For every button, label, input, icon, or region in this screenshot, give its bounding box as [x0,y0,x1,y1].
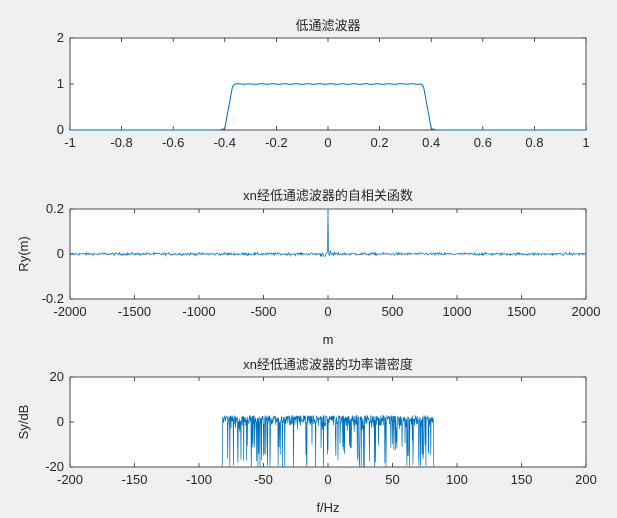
plot-2-ytick-label: -0.2 [42,291,64,306]
plot-2-xtick-label: -500 [250,304,276,319]
plot-1-xtick-label: -0.8 [110,135,132,150]
plot-2-xtick-label: 1000 [443,304,472,319]
plot-1-xtick-label: 0.6 [474,135,492,150]
plot-3-xtick-label: 100 [446,472,468,487]
plot-3-xlabel: f/Hz [316,500,339,515]
plot-autocorrelation: xn经低通滤波器的自相关函数 m Ry(m) -2000 -1500 -1000 -5… [16,188,600,347]
plot-1-xtick-label: 1 [582,135,589,150]
plot-1-xtick-label: 0.4 [422,135,440,150]
plot-2-xlabel: m [323,332,334,347]
plot-1-xtick-label: 0.2 [371,135,389,150]
plot-2-ytick-label: 0 [57,246,64,261]
plot-3-xtick-label: 200 [575,472,597,487]
plot-2-xtick-label: -1500 [118,304,151,319]
plot-3-ytick-label: -20 [45,459,64,474]
plot-3-series-line [221,414,435,468]
plot-2-ytick-label: 0.2 [46,201,64,216]
plot-3-xtick-label: 50 [385,472,399,487]
plot-1-ytick-label: 2 [57,30,64,45]
plot-3-ylabel: Sy/dB [16,405,31,440]
plot-1-title: 低通滤波器 [295,18,360,33]
plot-2-xtick-label: 1500 [507,304,536,319]
plot-2-xtick-label: -1000 [182,304,215,319]
plot-3-xtick-label: 150 [511,472,533,487]
plot-3-xtick-label: -50 [254,472,273,487]
plot-1-xtick-label: -1 [64,135,76,150]
plot-2-ylabel: Ry(m) [16,236,31,271]
plot-1-xtick-label: 0 [324,135,331,150]
plot-3-xtick-label: -150 [121,472,147,487]
plot-3-title: xn经低通滤波器的功率谱密度 [243,357,413,372]
plot-2-xtick-label: -2000 [53,304,86,319]
plot-1-xtick-label: -0.6 [162,135,184,150]
plot-1-series-line [70,83,586,131]
plot-3-xtick-label: -200 [57,472,83,487]
plot-2-xtick-label: 500 [382,304,404,319]
plot-2-xtick-label: 2000 [572,304,601,319]
plot-3-xtick-label: 0 [324,472,331,487]
plot-2-series-line [69,208,587,258]
plot-1-ytick-label: 1 [57,76,64,91]
plot-2-title: xn经低通滤波器的自相关函数 [243,188,413,203]
plot-power-spectral-density: xn经低通滤波器的功率谱密度 f/Hz Sy/dB -200 -150 -100 -5… [16,357,597,515]
plot-1-xtick-label: -0.4 [214,135,236,150]
plot-1-xtick-label: 0.8 [525,135,543,150]
plot-3-ytick-label: 0 [57,414,64,429]
plot-2-xtick-label: 0 [324,304,331,319]
plot-1-ytick-label: 0 [57,122,64,137]
plot-3-ytick-label: 20 [50,369,64,384]
plot-lowpass-filter: 低通滤波器 -1 -0.8 -0.6 -0.4 -0.2 0 0.2 0.4 0.6 0.8 1 0 1… [57,18,590,150]
plot-1-xtick-label: -0.2 [265,135,287,150]
plot-3-xtick-label: -100 [186,472,212,487]
